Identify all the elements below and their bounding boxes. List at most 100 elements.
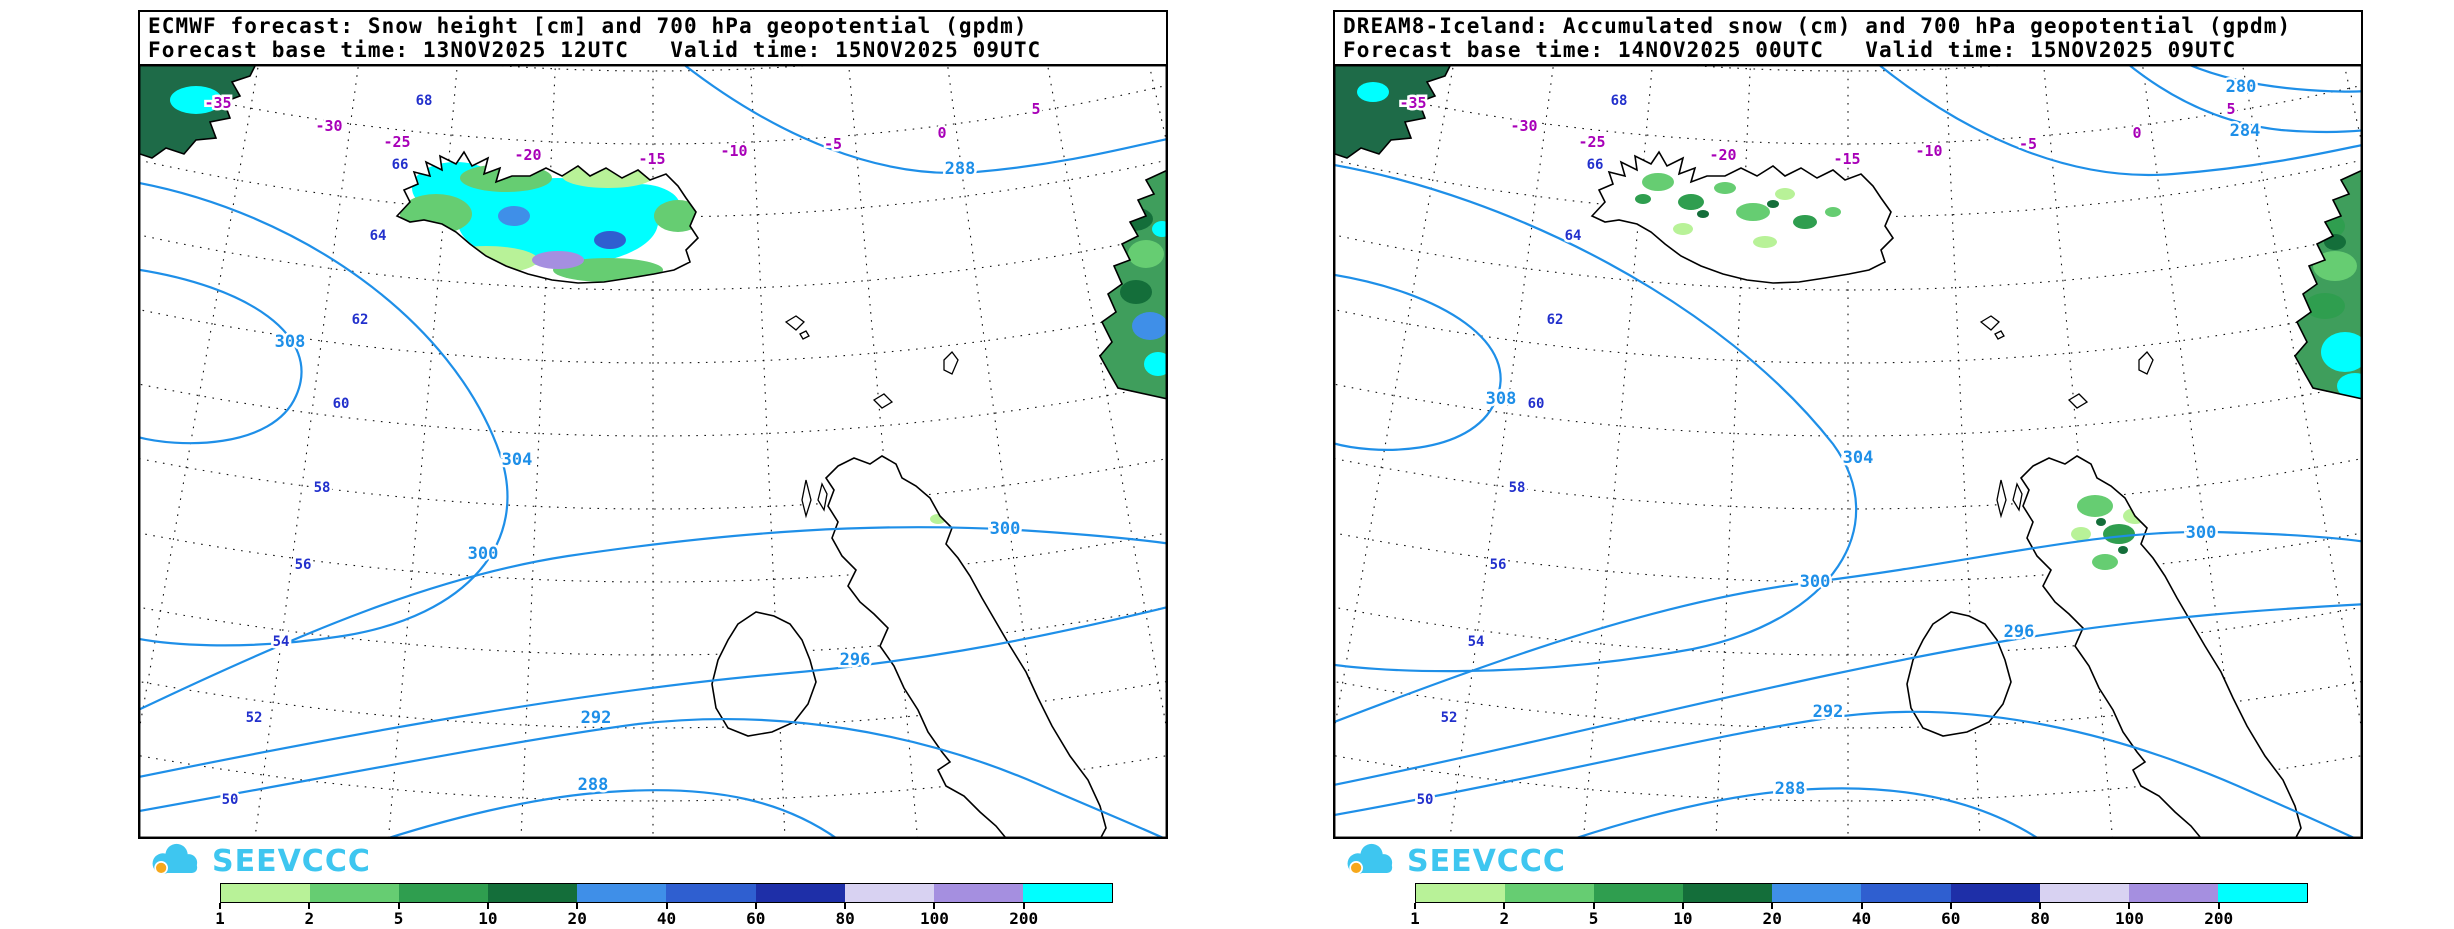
latitude-label: 50 <box>1417 792 1434 808</box>
longitude-label: -30 <box>1510 117 1537 135</box>
panel-title-box: ECMWF forecast: Snow height [cm] and 700… <box>138 10 1168 64</box>
geopotential-contour <box>2126 64 2363 133</box>
coastline-island <box>2138 351 2154 375</box>
scale-value: 40 <box>1851 909 1872 928</box>
snow-patch <box>1357 82 1389 102</box>
scale-cell <box>310 884 400 902</box>
longitude-label: -30 <box>315 117 342 135</box>
latitude-label: 68 <box>1611 93 1628 109</box>
latitude-label: 60 <box>1528 396 1545 412</box>
scale-tick <box>2217 903 2220 909</box>
snow-patch <box>1635 194 1651 204</box>
contour-label: 304 <box>502 450 533 470</box>
longitude-label: 0 <box>2132 124 2141 142</box>
scale-value: 100 <box>2114 909 2144 928</box>
latitude-label: 58 <box>1509 480 1526 496</box>
geopotential-contour <box>138 526 1168 712</box>
scale-tick <box>1022 903 1025 909</box>
scale-cell <box>1505 884 1595 902</box>
coastline-strip-outline <box>1099 168 1168 400</box>
latitude-label: 60 <box>333 396 350 412</box>
longitude-label: -15 <box>638 150 665 168</box>
scale-tick <box>1592 903 1595 909</box>
coastline-island <box>1994 330 2005 340</box>
scale-value: 5 <box>393 909 404 928</box>
longitude-label: 0 <box>937 124 946 142</box>
panel-subtitle: Forecast base time: 13NOV2025 12UTC Vali… <box>148 38 1042 62</box>
longitude-label: 5 <box>1031 100 1040 118</box>
geopotential-contour <box>1876 64 2363 177</box>
longitude-label: 5 <box>2226 100 2235 118</box>
weather-map-ecmwf: 288 308 304 300 300 296 292 288 -35 -30 -25 -20 -15 -… <box>138 64 1168 839</box>
snow-patch <box>1767 200 1779 208</box>
scale-cell <box>1022 884 1112 902</box>
latitude-label: 68 <box>416 93 433 109</box>
scale-cell <box>1861 884 1951 902</box>
coastline-island <box>943 351 959 375</box>
color-scale-bar <box>220 883 1113 903</box>
scale-tick <box>1860 903 1863 909</box>
coastline-corner-outline <box>1333 64 1452 159</box>
geopotential-contours <box>138 64 1168 839</box>
contour-label: 284 <box>2230 121 2261 141</box>
forecast-panel-ecmwf: ECMWF forecast: Snow height [cm] and 700… <box>138 10 1168 929</box>
latitude-label: 66 <box>392 157 409 173</box>
snow-patch <box>1793 215 1817 229</box>
contour-label: 304 <box>1843 448 1874 468</box>
scale-cell <box>1772 884 1862 902</box>
scale-cell <box>1594 884 1684 902</box>
latitude-label: 64 <box>370 228 387 244</box>
coastline-ireland <box>1906 611 2012 737</box>
longitude-label: -5 <box>2019 135 2037 153</box>
geopotential-contour <box>1333 603 2363 787</box>
longitude-label: -20 <box>514 146 541 164</box>
coastline-island <box>1996 479 2007 519</box>
longitude-label: -35 <box>1399 94 1426 112</box>
scale-tick <box>1949 903 1952 909</box>
snow-patch <box>2092 554 2118 570</box>
scale-value: 2 <box>1499 909 1510 928</box>
scale-ticks: 1 2 5 10 20 40 60 80 100 200 <box>1410 903 2308 929</box>
geopotential-contour <box>138 718 1168 839</box>
snow-patch <box>1714 182 1736 194</box>
scale-value: 60 <box>1941 909 1961 928</box>
snow-patch <box>170 86 222 114</box>
scale-tick <box>308 903 311 909</box>
scale-tick <box>2128 903 2131 909</box>
contour-label: 292 <box>581 708 612 728</box>
snow-patch <box>1697 210 1709 218</box>
scale-value: 20 <box>1762 909 1782 928</box>
contour-label: 296 <box>840 650 871 670</box>
latitude-label: 64 <box>1565 228 1582 244</box>
snow-patch <box>1128 240 1164 268</box>
scale-value: 80 <box>835 909 855 928</box>
scale-cell <box>2217 884 2307 902</box>
snow-patch <box>2096 518 2106 526</box>
map-frame <box>1333 64 2363 839</box>
geopotential-contour <box>1333 273 1502 451</box>
snow-patch <box>594 231 626 249</box>
coastline-britain <box>2021 456 2301 839</box>
geopotential-contour <box>138 605 1168 779</box>
scale-cell <box>2039 884 2129 902</box>
panel-title: ECMWF forecast: Snow height [cm] and 700… <box>148 14 1028 38</box>
contour-label: 308 <box>275 332 306 352</box>
scale-tick <box>1503 903 1506 909</box>
geopotential-contour <box>1333 530 2363 724</box>
map-frame <box>138 64 1168 839</box>
geopotential-contour <box>681 64 1168 175</box>
scale-cell <box>2128 884 2218 902</box>
scale-ticks: 1 2 5 10 20 40 60 80 100 200 <box>215 903 1113 929</box>
coastline-iceland-outline <box>395 150 700 284</box>
snow-color-scale: 1 2 5 10 20 40 60 80 100 200 <box>1410 883 2308 929</box>
latitude-label: 54 <box>1468 634 1485 650</box>
longitude-label: -20 <box>1709 146 1736 164</box>
scale-tick <box>486 903 489 909</box>
coastline-island <box>784 315 805 331</box>
longitude-label: -5 <box>824 135 842 153</box>
scale-tick <box>397 903 400 909</box>
snow-patch <box>1673 223 1693 235</box>
coastline-britain <box>826 456 1106 839</box>
coastline-island <box>872 393 894 409</box>
logo-row: SEEVCCC <box>1333 841 2363 881</box>
